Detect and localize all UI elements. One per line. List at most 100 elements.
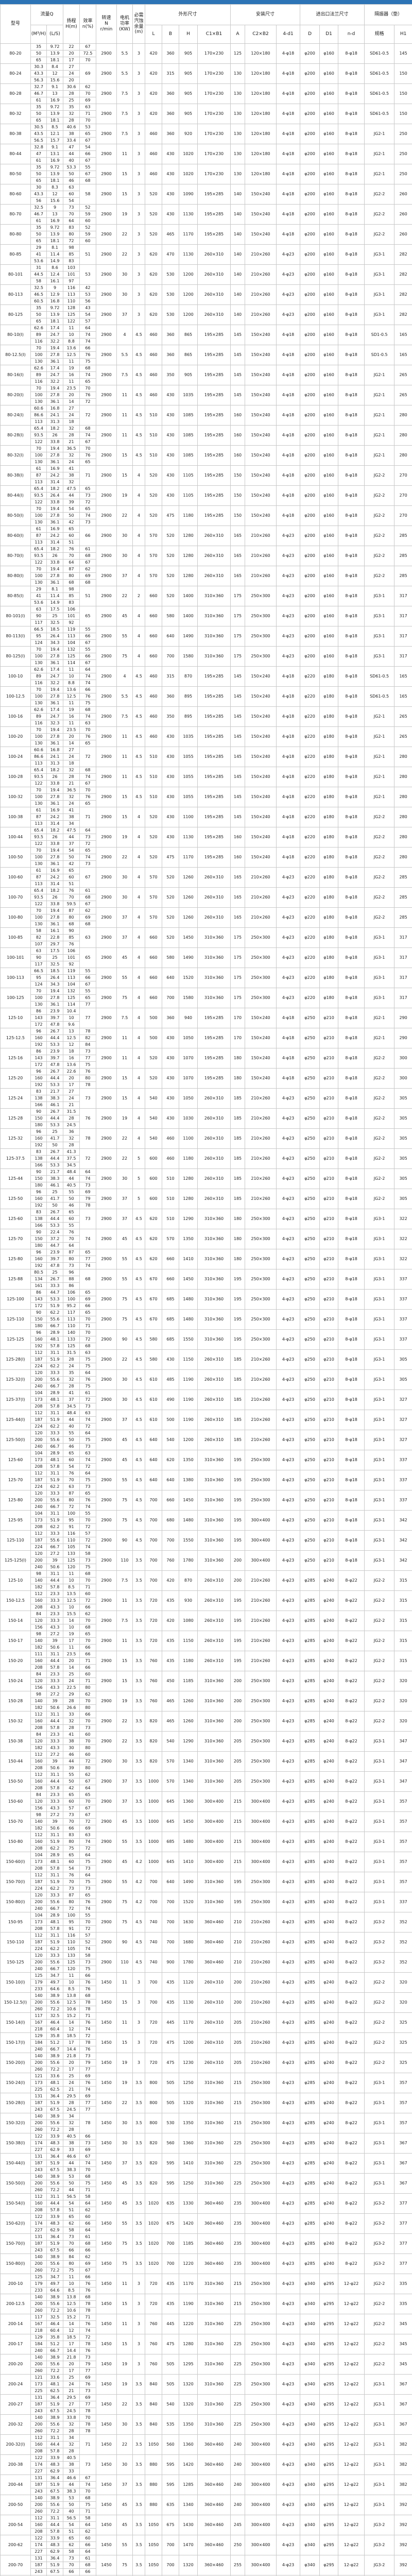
dim-l-cell: 600 [145, 1168, 162, 1189]
flow-m3h-cell: 100 [30, 793, 47, 801]
eff-cell: 71 [79, 1677, 96, 1685]
dim-b-cell: 520 [162, 867, 179, 888]
flow-ls-cell: 66.7 [46, 1965, 63, 1973]
eff-cell: 57 [79, 1530, 96, 1537]
dim-l-cell: 460 [145, 686, 162, 707]
d1-cell: 4-φ18 [276, 164, 301, 184]
eff-cell: 64 [79, 1430, 96, 1437]
flange-d1-cell: φ240 [319, 1932, 339, 1953]
npsh-cell: 3.5 [132, 1570, 145, 1591]
dim-h-cell: 1180 [179, 505, 198, 526]
head-cell: 51 [63, 2207, 80, 2214]
isolator-spec-cell: JG2-1 [364, 445, 395, 466]
dim-l-cell: 670 [145, 1289, 162, 1310]
flange-d-cell: φ285 [300, 1691, 320, 1711]
dim-b-cell: 430 [162, 1088, 179, 1109]
d1-cell: 4-φ23 [276, 2414, 301, 2435]
speed-cell: 2900 [96, 1168, 117, 1189]
speed-cell: 2900 [96, 1791, 117, 1812]
power-cell: 22 [116, 2093, 133, 2113]
dim-h-cell: 1580 [179, 988, 198, 1008]
flange-d1-cell: φ210 [319, 1209, 339, 1229]
head-cell: 36.5 [63, 787, 80, 794]
flange-nd-cell: 12-φ22 [338, 2314, 365, 2334]
power-cell: 45 [116, 1450, 133, 1470]
c2b2-cell: 250×300 [245, 1470, 277, 1490]
table-row: 50 13.9 125 54 [1, 311, 412, 318]
flange-d1-cell: φ240 [319, 1751, 339, 1772]
eff-cell: 78 [79, 1202, 96, 1209]
flange-nd-cell: 8-φ22 [338, 2173, 365, 2194]
npsh-cell: 4.5 [132, 445, 145, 466]
npsh-cell: 4.5 [132, 425, 145, 446]
flange-nd-cell: 8-φ22 [338, 2032, 365, 2053]
table-row: 90 25 101 [1, 954, 412, 961]
table-row: 200 55.6 80 76 [1, 1497, 412, 1504]
flow-ls-cell: 27.8 [46, 572, 63, 580]
flange-d-cell: φ200 [300, 244, 320, 265]
model-cell: 80-38 [0, 124, 31, 144]
flow-m3h-cell: 89 [30, 331, 47, 338]
d1-cell: 4-φ23 [276, 1369, 301, 1390]
flow-ls-cell: 32.3 [46, 720, 63, 727]
c2b2-cell: 150×240 [245, 365, 277, 385]
table-row: 125-32(I) 120 33.3 35 64 2900 30 4.5 610 485 1190 2… [0, 1369, 412, 1390]
table-row: 100 27.8 12.5 76 [1, 693, 412, 700]
flow-ls-cell: 33.8 [46, 901, 63, 908]
header-speed: 转速 N r/min [96, 4, 117, 44]
c2b2-cell: 150×240 [245, 747, 277, 767]
c1b1-cell: 310×360 [197, 2173, 231, 2194]
flow-ls-cell: 33.3 [46, 1530, 63, 1537]
speed-cell: 2900 [96, 1088, 117, 1109]
c1b1-cell: 170×230 [197, 144, 231, 164]
dim-h-cell: 1340 [179, 1751, 198, 1772]
c1b1-cell: 310×360 [197, 1892, 231, 1912]
npsh-cell: 3 [132, 184, 145, 205]
dim-l-cell: 570 [145, 907, 162, 928]
power-cell: 7.5 [116, 1570, 133, 1591]
speed-cell: 2900 [96, 144, 117, 164]
table-row: 260 72.2 44 71 [1, 2187, 412, 2194]
dim-l-cell: 1000 [145, 1811, 162, 1832]
dim-b-cell: 475 [162, 505, 179, 526]
head-cell: 28 [63, 2099, 80, 2107]
flange-nd-cell: 8-φ22 [338, 1731, 365, 1752]
eff-cell: 69 [79, 63, 96, 84]
dim-b-cell: 430 [162, 385, 179, 405]
flow-ls-cell: 35.8 [46, 2334, 63, 2341]
eff-cell: 64 [79, 325, 96, 332]
isolator-spec-cell: JG2-2 [364, 2294, 395, 2314]
c1b1-cell: 195×285 [197, 445, 231, 466]
eff-cell: 69 [79, 2394, 96, 2401]
eff-cell: 72 [79, 747, 96, 767]
model-cell: 80-50 [0, 164, 31, 184]
flow-m3h-cell: 187 [30, 2481, 47, 2488]
dim-l-cell: 460 [145, 385, 162, 405]
isolator-spec-cell: JG3-1 [364, 1892, 395, 1912]
head-cell: 46.6 [63, 2475, 80, 2482]
install-a-cell: 185 [230, 1349, 246, 1370]
flow-ls-cell: 13 [46, 211, 63, 218]
flange-d1-cell: φ160 [319, 626, 339, 647]
flange-d-cell: φ250 [300, 1289, 320, 1310]
table-row: 160 44.4 50 67 [1, 1778, 412, 1785]
isolator-h1-cell: 305 [394, 1189, 412, 1209]
flow-ls-cell: 64.6 [46, 2287, 63, 2294]
head-cell: 18 [63, 418, 80, 426]
head-cell: 38 [63, 130, 80, 138]
flow-ls-cell: 28.9 [46, 1450, 63, 1457]
dim-l-cell: 540 [145, 1128, 162, 1149]
power-cell: 37 [116, 907, 133, 928]
table-row: 140 39 70 72 [1, 1818, 412, 1825]
isolator-spec-cell: JG3-1 [364, 1249, 395, 1269]
eff-cell: 64 [79, 1852, 96, 1859]
table-row: 100 27.8 32 76 [1, 452, 412, 459]
c2b2-cell: 210×260 [245, 1611, 277, 1631]
dim-b-cell: 450 [162, 1671, 179, 1691]
flow-ls-cell: 18.1 [46, 57, 63, 64]
flow-m3h-cell: 58 [30, 278, 47, 285]
table-row: 100 27.8 125 65 [1, 994, 412, 1002]
flow-m3h-cell: 122 [30, 2133, 47, 2140]
table-row: 80-70 32.5 9 73 52 2900 19 3 520 430 1130 195×285 14… [0, 204, 412, 225]
eff-cell: 71 [79, 110, 96, 117]
